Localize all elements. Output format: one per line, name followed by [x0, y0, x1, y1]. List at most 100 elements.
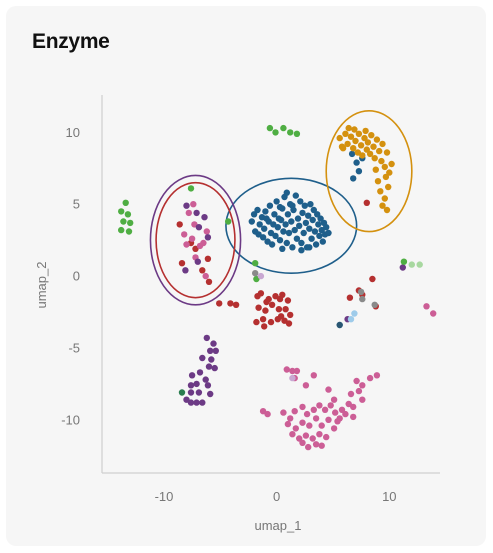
y-tick-label: 0 [73, 269, 80, 284]
data-point [287, 415, 294, 422]
data-point [263, 215, 270, 222]
data-point [301, 202, 308, 209]
data-point [262, 307, 269, 314]
data-point [368, 132, 375, 139]
data-point [183, 241, 190, 248]
data-point [261, 323, 268, 330]
data-point [248, 218, 255, 225]
data-point [188, 235, 196, 242]
data-point [125, 228, 133, 235]
data-point [371, 301, 378, 308]
data-point [302, 219, 310, 227]
data-point [312, 415, 320, 422]
data-point [379, 202, 386, 209]
data-point [345, 124, 352, 132]
x-tick-labels: -10 0 10 [155, 489, 397, 504]
data-point [284, 420, 292, 428]
data-point [308, 235, 315, 242]
data-point [199, 399, 206, 406]
data-point [194, 258, 201, 265]
cluster-outlines [149, 110, 413, 306]
data-point [370, 143, 377, 150]
data-point [185, 209, 192, 217]
data-point [250, 211, 258, 218]
data-point [201, 214, 208, 221]
data-point [416, 261, 423, 268]
data-point [293, 367, 301, 375]
data-point [257, 272, 265, 280]
data-point [276, 237, 284, 244]
data-point [315, 221, 322, 228]
data-point [310, 372, 317, 379]
data-point [118, 226, 125, 234]
cluster-outline-1 [325, 110, 413, 233]
data-point [187, 382, 195, 389]
data-point [359, 396, 366, 403]
data-point [277, 313, 285, 320]
data-point [289, 202, 296, 209]
data-point [282, 306, 289, 313]
data-point [284, 297, 292, 304]
data-point [210, 340, 217, 347]
data-point [319, 238, 326, 245]
data-point [317, 215, 324, 222]
data-point [196, 369, 204, 376]
data-point [388, 160, 395, 168]
data-point [127, 219, 134, 227]
data-point [288, 218, 295, 225]
data-point [118, 208, 125, 215]
data-point [292, 192, 299, 199]
data-point [351, 126, 358, 133]
data-point [310, 206, 317, 214]
data-point [268, 241, 276, 248]
data-point [266, 124, 274, 132]
data-point [268, 301, 276, 308]
data-point [294, 215, 302, 222]
data-point [312, 441, 320, 448]
data-point [357, 142, 365, 149]
data-point [264, 410, 271, 418]
data-point [272, 232, 279, 240]
data-point [285, 320, 293, 327]
axes [101, 95, 440, 474]
data-point [271, 211, 278, 218]
data-point [266, 202, 274, 209]
data-point [255, 231, 262, 238]
data-point [183, 202, 190, 209]
data-point [378, 157, 385, 165]
data-point [342, 130, 349, 137]
data-point [423, 303, 430, 310]
data-point [293, 130, 301, 137]
data-point [352, 137, 359, 145]
data-point [292, 425, 299, 432]
data-point [359, 152, 366, 159]
data-point [280, 228, 287, 235]
data-point [205, 363, 213, 370]
data-point [306, 225, 313, 232]
data-point [347, 316, 355, 323]
data-point [314, 211, 321, 218]
data-point [293, 235, 301, 242]
data-point [382, 173, 390, 181]
data-point [291, 408, 298, 415]
data-point [316, 232, 323, 240]
data-point [289, 431, 296, 438]
data-point [383, 206, 391, 214]
cluster-outline-2 [149, 174, 242, 306]
data-point [275, 306, 283, 313]
data-point [255, 304, 262, 311]
x-axis-label: umap_1 [255, 518, 302, 533]
data-point [120, 218, 127, 225]
data-point [381, 163, 388, 171]
data-point [256, 221, 263, 228]
data-point [199, 267, 206, 274]
data-point [369, 275, 376, 283]
data-point [373, 372, 381, 379]
data-point [300, 229, 307, 237]
data-point [351, 310, 358, 317]
data-point [193, 380, 200, 388]
data-point [306, 422, 313, 429]
data-point [267, 318, 275, 326]
data-point [379, 140, 386, 148]
data-point [291, 226, 298, 234]
